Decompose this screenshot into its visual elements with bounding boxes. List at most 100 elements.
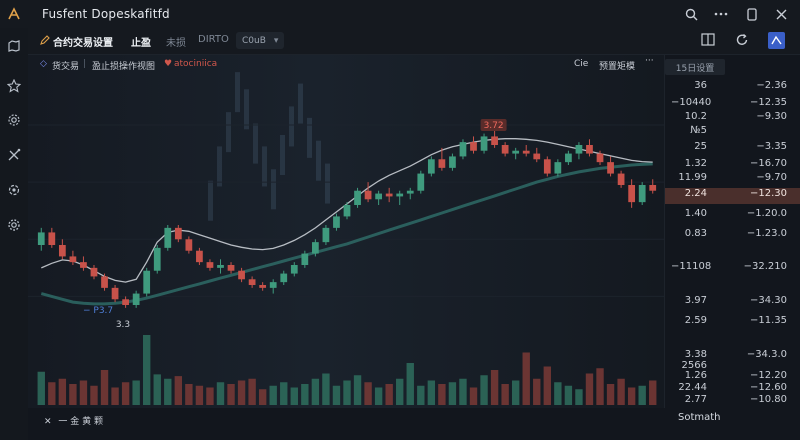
candle-body xyxy=(280,273,288,283)
price-row: 3.38 −34.3.0 xyxy=(665,349,800,362)
candle-body xyxy=(586,145,593,154)
volume-bar xyxy=(522,352,530,405)
volume-bar xyxy=(343,380,351,405)
dirto-tab[interactable]: DIRTO xyxy=(198,34,229,45)
ghost-candle xyxy=(262,146,267,187)
price-right: −1.20.0 xyxy=(746,208,787,219)
volume-bar xyxy=(438,384,446,405)
left-sidebar xyxy=(0,28,29,440)
chart-tool-icon[interactable] xyxy=(4,36,24,56)
ghost-candle xyxy=(289,106,294,147)
price-right: −12.35 xyxy=(749,97,787,108)
volume-bar xyxy=(332,385,341,405)
coub-dropdown[interactable]: C0uB ▾ xyxy=(236,32,285,49)
ghost-candle xyxy=(208,180,213,221)
volume-bar xyxy=(90,385,98,405)
volume-bar xyxy=(649,380,657,405)
tp-sl-view-link[interactable]: 盈止损操作视图 xyxy=(92,62,156,72)
price-panel-header[interactable]: 15日设置 xyxy=(665,59,725,75)
gear-icon[interactable] xyxy=(4,215,24,235)
volume-bar xyxy=(606,384,615,405)
candle-body xyxy=(322,227,330,243)
price-right: −32.210 xyxy=(743,261,787,272)
candle-body xyxy=(174,227,182,240)
candle-body xyxy=(406,190,414,194)
chart-subbar: ◇ 货交易 | 盈止损操作视图 ♥ atociniica Cie 预置矩模 ··… xyxy=(28,55,664,77)
more-options-icon[interactable] xyxy=(710,4,732,24)
volume-bar xyxy=(164,378,172,405)
take-profit-tab[interactable]: 止盈 xyxy=(131,38,151,49)
atociniica-link[interactable]: atociniica xyxy=(174,59,218,69)
search-icon[interactable] xyxy=(680,4,702,24)
candles xyxy=(37,127,657,308)
candle-body xyxy=(238,270,245,280)
volume-bar xyxy=(216,382,225,405)
more-icon[interactable]: ··· xyxy=(645,56,654,66)
price-left: 2.24 xyxy=(684,188,707,199)
candle-body xyxy=(122,299,129,305)
layout-icon[interactable] xyxy=(701,33,715,46)
volume-bar xyxy=(490,370,499,405)
bottom-left-group[interactable]: ✕ 一 金 黄 颗 xyxy=(44,414,103,427)
spot-trade-link[interactable]: 货交易 xyxy=(52,62,80,72)
ghost-candle xyxy=(253,123,258,164)
candlestick-chart[interactable]: 3.72 − P3.73.3 xyxy=(28,55,664,408)
candle-body xyxy=(290,265,298,274)
price-left: 2.59 xyxy=(684,315,707,326)
candle-body xyxy=(470,142,477,151)
candle-body xyxy=(69,256,77,263)
price-right: −34.30 xyxy=(749,295,787,306)
price-row: 2566 xyxy=(665,360,800,373)
candle-body xyxy=(196,250,203,263)
refresh-icon[interactable] xyxy=(735,33,749,47)
stop-loss-tab[interactable]: 未损 xyxy=(166,38,186,49)
indicator-icon[interactable] xyxy=(4,180,24,200)
preset-button[interactable]: 预置矩模 xyxy=(599,62,636,72)
low-price-label: 3.3 xyxy=(116,320,130,330)
candle-body xyxy=(375,193,383,200)
volume-bar xyxy=(638,385,646,405)
settings-gear-icon[interactable] xyxy=(4,110,24,130)
volume-bar xyxy=(353,375,362,405)
candle-body xyxy=(596,153,604,163)
price-left: 1.32 xyxy=(684,158,707,169)
candle-body xyxy=(396,193,404,197)
price-row: 22.44 −12.60 xyxy=(665,382,800,395)
cie-button[interactable]: Cie xyxy=(574,59,589,69)
price-left: 2.77 xyxy=(684,394,707,405)
volume-bar xyxy=(37,371,45,405)
star-icon[interactable] xyxy=(4,76,24,96)
volume-bar xyxy=(311,378,320,405)
chart-labels: 3.72 − P3.73.3 xyxy=(83,119,507,330)
price-row: 10.2 −9.30 xyxy=(665,111,800,124)
volume-bar xyxy=(427,380,436,405)
volume-bar xyxy=(69,384,77,405)
chart-background xyxy=(28,55,664,408)
volume-bar xyxy=(469,387,478,405)
coub-label: C0uB xyxy=(242,35,266,46)
price-row: №5 xyxy=(665,125,800,138)
volume-bar xyxy=(48,382,56,405)
device-icon[interactable] xyxy=(741,4,763,24)
volume-bar xyxy=(374,387,383,405)
candle-body xyxy=(649,185,657,191)
candle-body xyxy=(101,276,108,288)
volume-bar xyxy=(237,380,246,405)
ghost-candle xyxy=(307,117,312,158)
chart-area[interactable]: 3.72 − P3.7 3.3 xyxy=(28,55,664,408)
tools-icon[interactable] xyxy=(4,145,24,165)
volume-bar xyxy=(174,376,183,405)
price-right: −16.70 xyxy=(749,158,787,169)
price-right: −11.35 xyxy=(749,315,787,326)
ghost-candle xyxy=(235,72,240,113)
price-left: 10.2 xyxy=(684,111,707,122)
candle-body xyxy=(449,156,456,168)
price-left: 25 xyxy=(694,141,707,152)
close-icon[interactable] xyxy=(770,4,792,24)
user-avatar-icon[interactable] xyxy=(768,32,785,49)
ghost-candle xyxy=(298,83,303,124)
edit-icon xyxy=(40,34,50,45)
contract-settings-tab[interactable]: 合约交易设置 xyxy=(53,38,113,49)
candle-body xyxy=(185,239,193,251)
